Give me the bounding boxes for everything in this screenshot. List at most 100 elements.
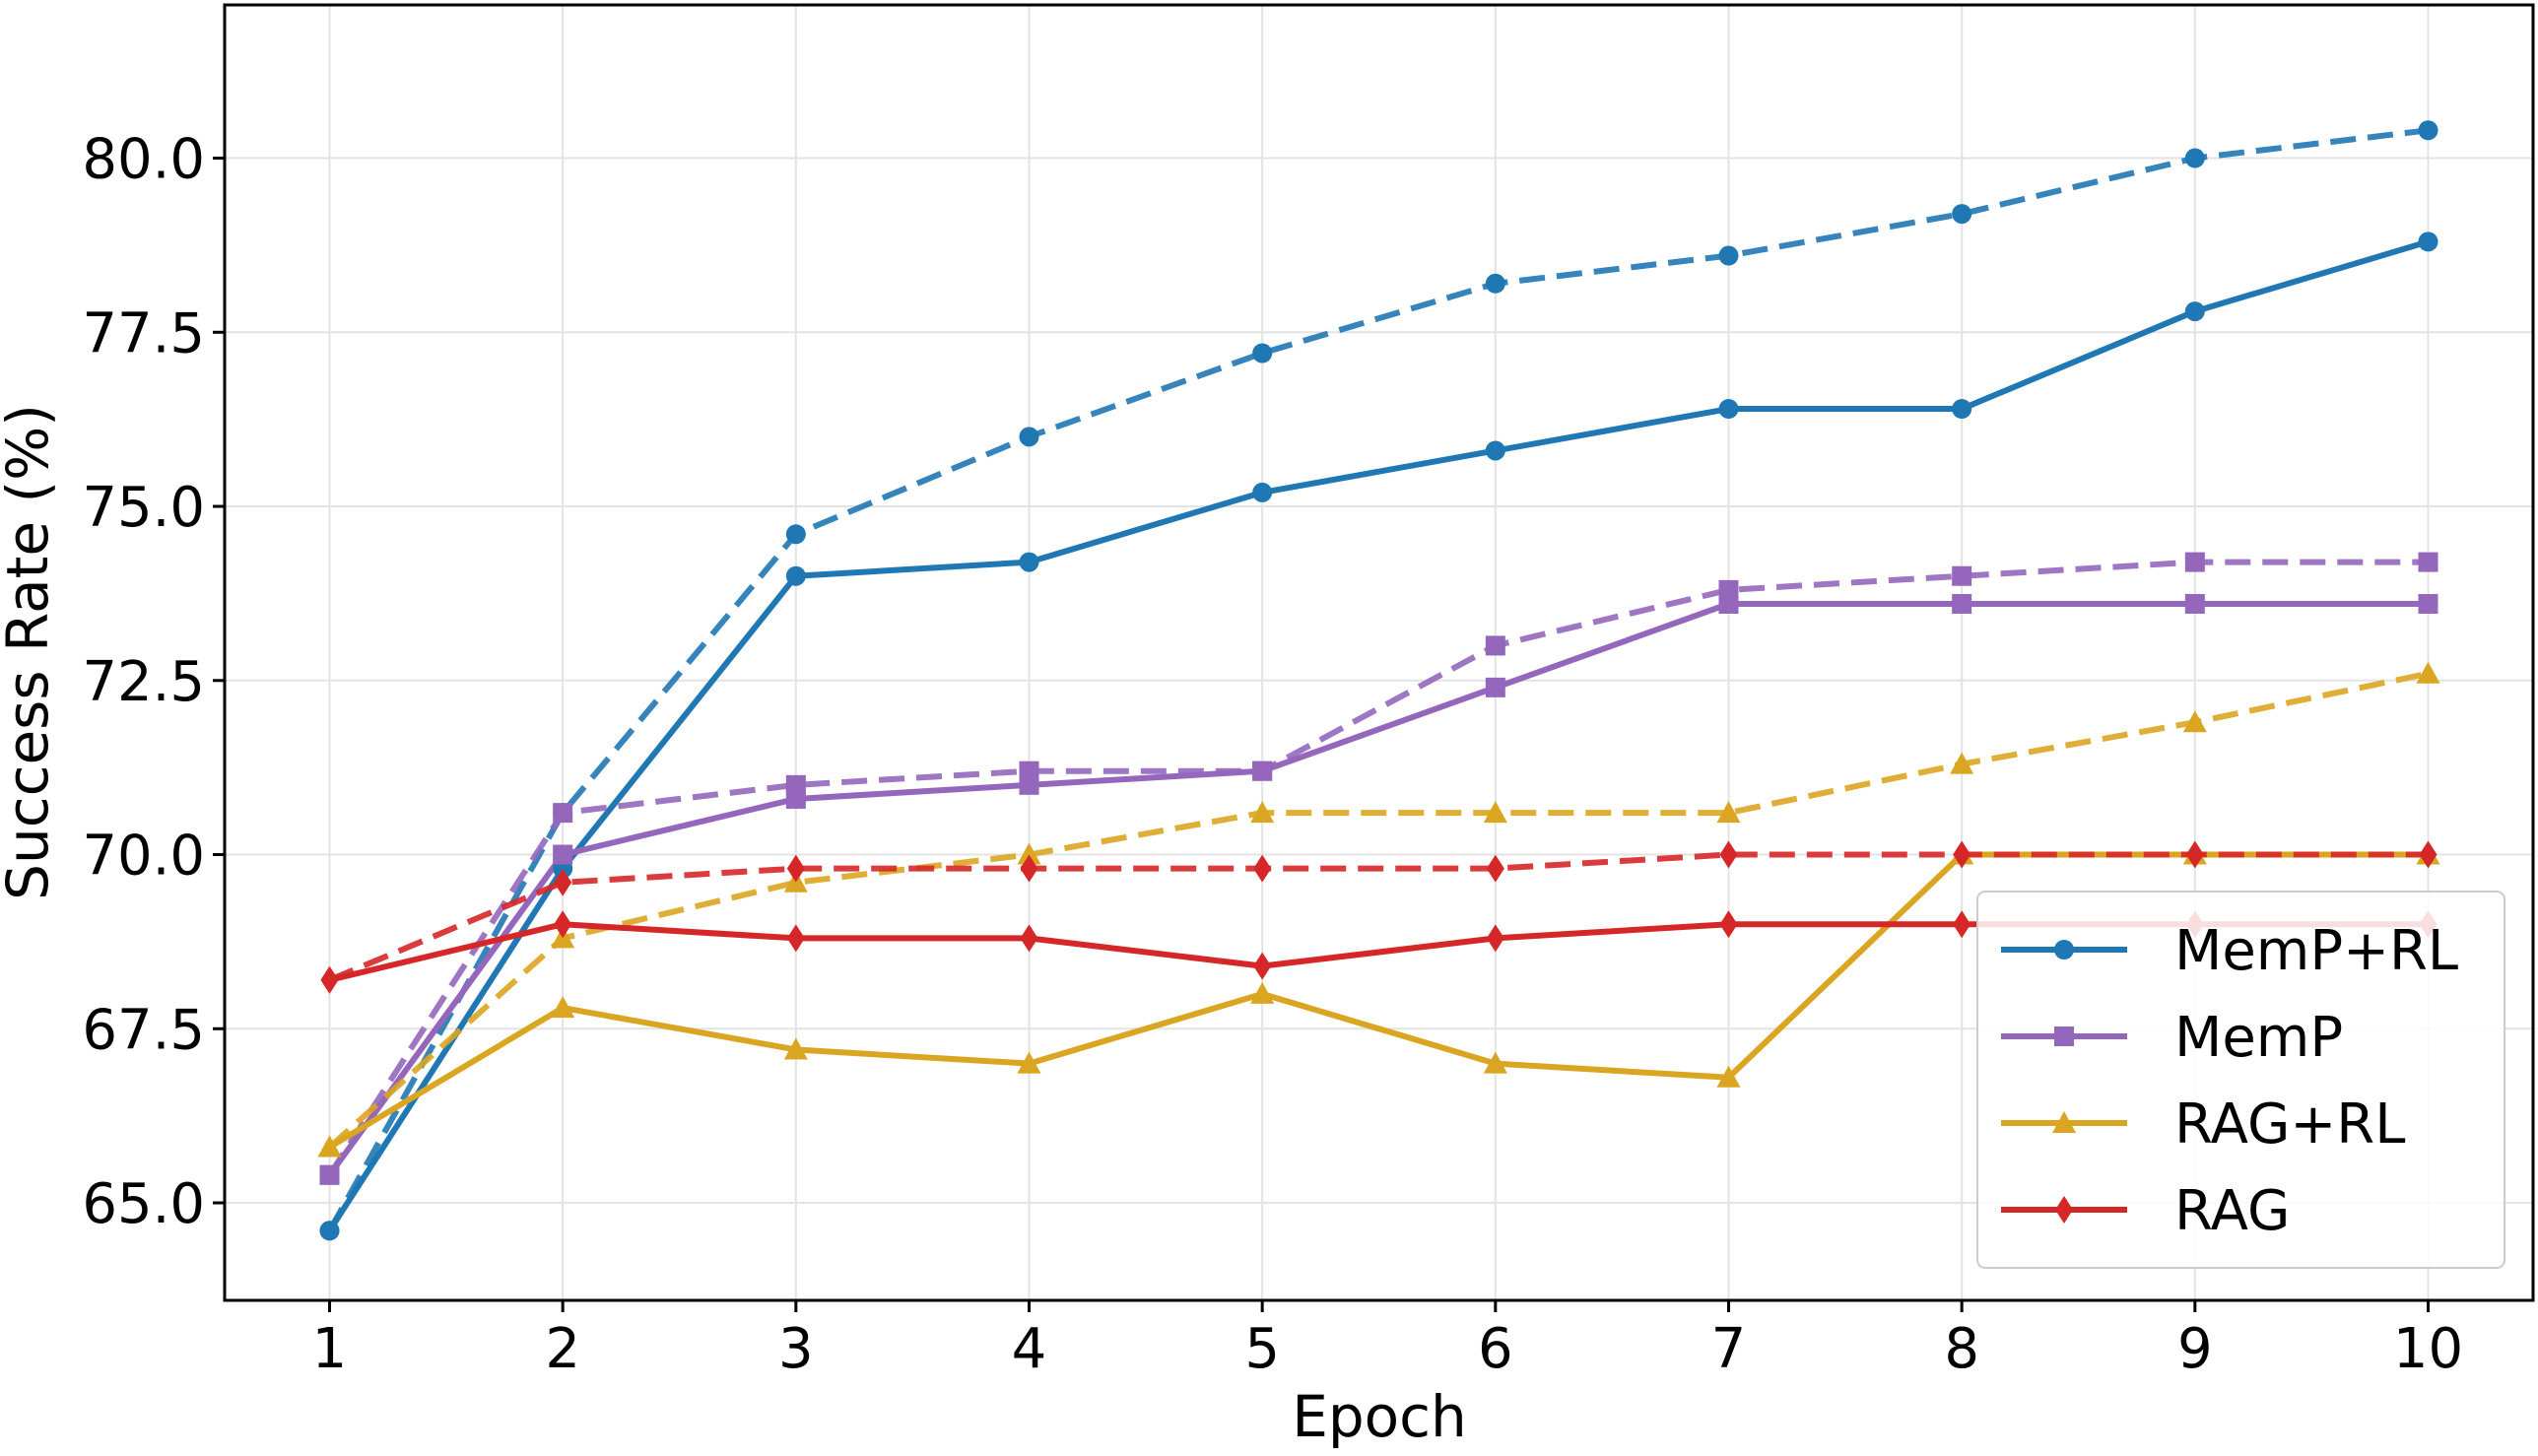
data-point-rag-plus-rl-dashed [317,1135,342,1158]
data-point-rag-dashed [786,854,805,883]
data-point-rag-solid [1486,924,1504,953]
data-point-memp-plus-rl-solid [1952,399,1972,420]
data-point-rag-solid [1719,910,1738,939]
legend: MemP+RL MemP RAG+RL RAG [1976,891,2505,1269]
x-tick-label: 10 [2393,1317,2463,1381]
data-point-memp-plus-rl-dashed [319,1221,340,1241]
x-tick-label: 9 [2177,1317,2213,1381]
y-tick-label: 65.0 [82,1172,205,1236]
data-point-memp-dashed [1718,579,1739,600]
series-line-rag-dashed [328,851,2429,983]
data-point-rag-dashed [1020,854,1038,883]
data-point-rag-solid [1020,924,1038,953]
data-point-memp-plus-rl-dashed [1952,204,1972,225]
data-point-memp-dashed [553,803,573,824]
data-point-rag-solid [1253,952,1272,980]
data-point-memp-dashed [1019,761,1039,781]
data-point-memp-dashed [1485,635,1505,656]
data-point-rag-dashed [1486,854,1504,883]
data-point-memp-dashed [785,774,806,795]
legend-label-memp: MemP [2174,1006,2343,1070]
data-point-memp-plus-rl-dashed [1019,427,1039,447]
data-point-rag-plus-rl-solid [783,1037,808,1060]
x-axis-label: Epoch [1292,1383,1467,1450]
data-point-rag-solid [1953,910,1971,939]
data-point-rag-dashed [1253,854,1272,883]
data-point-rag-dashed [2419,840,2438,869]
data-point-rag-plus-rl-dashed [1250,801,1275,824]
series-line-memp-dashed [326,559,2429,1177]
y-tick-label: 72.5 [82,650,205,714]
data-point-memp-plus-rl-dashed [1252,343,1273,364]
data-point-memp-plus-rl-solid [2184,301,2205,322]
data-point-rag-plus-rl-dashed [2416,661,2440,684]
x-tick-label: 4 [1012,1317,1047,1381]
data-point-memp-plus-rl-solid [1019,552,1039,572]
data-point-rag-dashed [554,868,572,896]
series-line-rag-plus-rl-dashed [327,670,2430,1150]
x-tick-label: 3 [778,1317,814,1381]
series-lines [326,127,2430,1232]
legend-box [1976,891,2505,1269]
data-point-memp-dashed [2184,552,2205,572]
data-point-rag-plus-rl-solid [1017,1051,1041,1074]
x-tick-label: 8 [1944,1317,1979,1381]
data-point-rag-plus-rl-dashed [2182,710,2207,733]
data-point-rag-dashed [1953,840,1971,869]
data-point-memp-dashed [319,1164,340,1185]
y-tick-label: 70.0 [82,825,205,889]
data-point-rag-plus-rl-dashed [1950,752,1974,774]
data-point-memp-plus-rl-dashed [2184,148,2205,168]
data-point-memp-plus-rl-solid [1485,440,1505,461]
x-tick-label: 5 [1244,1317,1280,1381]
y-tick-label: 77.5 [82,301,205,365]
data-point-memp-plus-rl-dashed [1485,273,1505,294]
data-point-memp-plus-rl-solid [1718,399,1739,420]
x-tick-label: 1 [312,1317,348,1381]
data-point-rag-solid [786,924,805,953]
data-point-memp-plus-rl-solid [2418,232,2438,252]
data-point-memp-dashed [1952,565,1972,586]
data-point-memp-solid [1485,677,1505,697]
y-tick-label: 75.0 [82,476,205,540]
data-point-memp-solid [553,844,573,865]
data-point-rag-plus-rl-solid [1483,1051,1507,1074]
data-point-rag-plus-rl-solid [551,996,575,1019]
x-tick-label: 2 [545,1317,580,1381]
legend-marker-memp [2054,1026,2074,1046]
series-line-memp-plus-rl-solid [326,238,2430,1232]
data-point-rag-plus-rl-dashed [1483,801,1507,824]
data-point-rag-plus-rl-dashed [1716,801,1741,824]
data-point-memp-solid [2184,594,2205,615]
legend-marker-memp-plus-rl [2054,940,2074,960]
y-axis-ticks: 65.0 67.5 70.0 72.5 75.0 77.5 80.0 [82,128,225,1236]
legend-label-rag: RAG [2174,1179,2290,1243]
data-point-rag-dashed [320,965,339,994]
series-markers [317,120,2440,1241]
y-tick-label: 67.5 [82,998,205,1062]
plot-frame [223,3,2535,1302]
data-point-rag-plus-rl-solid [1250,981,1275,1004]
data-point-memp-plus-rl-solid [1252,482,1273,502]
data-point-memp-solid [2418,594,2438,615]
series-line-memp-solid [327,601,2429,1177]
data-point-rag-dashed [2185,840,2204,869]
data-point-memp-solid [1952,594,1972,615]
y-axis-label: Success Rate (%) [0,404,61,900]
data-point-rag-solid [554,910,572,939]
x-axis-ticks: 1 2 3 4 5 6 7 8 9 10 [312,1300,2463,1381]
legend-label-memp-plus-rl: MemP+RL [2174,919,2458,983]
y-tick-label: 80.0 [82,128,205,192]
series-line-memp-plus-rl-dashed [326,127,2429,1232]
data-point-rag-plus-rl-solid [1716,1065,1741,1088]
data-point-memp-plus-rl-dashed [1718,245,1739,266]
data-point-rag-plus-rl-dashed [1017,842,1041,865]
data-point-memp-plus-rl-dashed [2418,120,2438,141]
data-point-memp-plus-rl-dashed [785,524,806,545]
legend-marker-rag [2055,1196,2073,1224]
data-point-memp-dashed [1252,761,1273,781]
data-point-memp-dashed [2418,552,2438,572]
x-tick-label: 7 [1711,1317,1747,1381]
